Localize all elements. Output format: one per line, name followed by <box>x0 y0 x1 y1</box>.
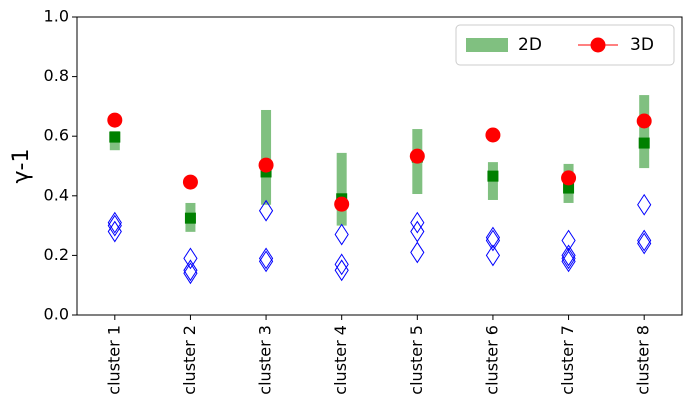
y-tick-label: 0.0 <box>44 305 69 324</box>
diamond-point <box>485 226 501 249</box>
y-tick-label: 0.2 <box>44 245 69 264</box>
median-marker <box>563 182 575 194</box>
range-bar <box>261 109 272 205</box>
diamond-point <box>334 253 349 276</box>
x-tick-label: cluster 2 <box>180 325 199 395</box>
point <box>107 112 123 128</box>
x-tick-label: cluster 4 <box>331 325 350 395</box>
diamond-point <box>410 241 425 264</box>
diamond-point <box>107 220 122 243</box>
legend-swatch <box>466 38 508 52</box>
y-tick-label: 0.8 <box>44 66 69 85</box>
point <box>561 170 577 186</box>
point <box>334 196 350 212</box>
diamond-point <box>410 211 425 234</box>
diamond-point <box>334 223 349 246</box>
diamond-point <box>107 211 122 234</box>
diamond-point <box>410 220 425 243</box>
diamond-point <box>107 214 122 237</box>
point <box>409 148 425 164</box>
x-tick-label: cluster 8 <box>634 325 653 395</box>
median-marker <box>184 212 196 224</box>
plot-frame <box>76 16 683 316</box>
x-tick-label: cluster 5 <box>407 325 426 395</box>
point <box>485 127 501 143</box>
diamond-point <box>637 193 652 216</box>
diamond-point <box>183 259 198 282</box>
diamond-point <box>258 250 274 273</box>
diamond-point <box>561 250 576 273</box>
diamond-point <box>485 229 501 252</box>
point <box>182 174 198 190</box>
diamond-point <box>258 199 274 222</box>
range-bar <box>336 152 347 226</box>
diamond-point <box>334 259 349 282</box>
y-axis-label: γ-1 <box>9 149 34 184</box>
x-tick-label: cluster 7 <box>558 325 577 395</box>
y-tick-label: 1.0 <box>44 7 69 26</box>
diamond-point <box>637 229 652 252</box>
diamond-point <box>561 247 576 270</box>
diamond-point <box>183 247 198 270</box>
legend-marker <box>590 37 606 53</box>
y-tick-label: 0.6 <box>44 126 69 145</box>
diamond-point <box>258 247 274 270</box>
legend-label: 3D <box>630 35 654 55</box>
x-tick-label: cluster 3 <box>256 325 275 395</box>
diamond-point <box>561 244 576 267</box>
point <box>636 113 652 129</box>
point <box>258 157 274 173</box>
range-bar <box>639 95 650 169</box>
x-tick-label: cluster 1 <box>104 325 123 395</box>
median-marker <box>109 131 121 143</box>
median-marker <box>487 170 499 182</box>
diamond-point <box>183 262 198 285</box>
median-marker <box>638 137 650 149</box>
diamond-point <box>637 232 652 255</box>
legend-label: 2D <box>518 35 542 55</box>
diamond-point <box>485 244 501 267</box>
x-tick-label: cluster 6 <box>482 325 501 395</box>
y-tick-label: 0.4 <box>44 185 69 204</box>
legend-box <box>455 24 675 66</box>
